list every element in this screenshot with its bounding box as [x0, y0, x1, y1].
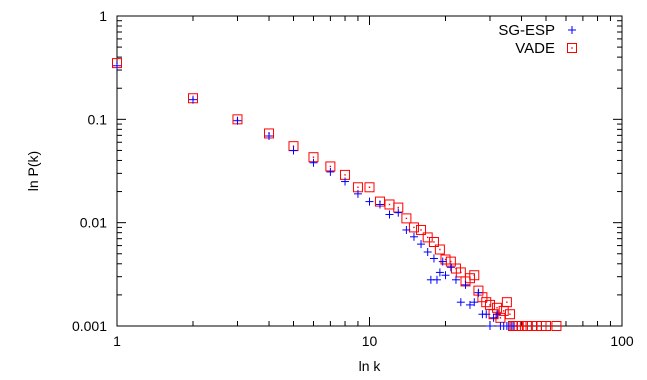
sg-esp-point — [465, 300, 474, 309]
series-layer — [112, 58, 562, 331]
vade-point — [469, 270, 480, 281]
sg-esp-point — [289, 146, 298, 155]
sg-esp-point — [489, 313, 498, 322]
x-tick-label: 100 — [610, 333, 634, 349]
sg-esp-point — [456, 298, 465, 307]
sg-esp-point — [493, 310, 502, 319]
sg-esp-point — [461, 280, 470, 289]
sg-esp-point — [429, 254, 438, 263]
sg-esp-point — [417, 240, 426, 249]
vade-point — [364, 182, 375, 193]
sg-esp-point — [432, 275, 441, 284]
vade-point — [408, 222, 419, 233]
sg-esp-point — [189, 95, 198, 104]
vade-point — [434, 244, 445, 255]
vade-point — [440, 254, 451, 265]
sg-esp-point — [233, 116, 242, 125]
sg-esp-point — [353, 189, 362, 198]
vade-point — [384, 199, 395, 210]
sg-esp-point — [423, 248, 432, 257]
plot-frame — [116, 15, 623, 327]
vade-point — [481, 297, 492, 308]
vade-point — [504, 309, 515, 320]
series-sg-esp — [113, 61, 517, 330]
sg-esp-point — [385, 210, 394, 219]
sg-esp-point — [409, 232, 418, 241]
sg-esp-point — [326, 167, 335, 176]
vade-point — [416, 224, 427, 235]
legend-label-sg-esp: SG-ESP — [498, 22, 555, 39]
x-axis-label: ln k — [359, 358, 382, 374]
sg-esp-point — [402, 225, 411, 234]
sg-esp-point — [485, 322, 494, 330]
sg-esp-point — [365, 197, 374, 206]
vade-point — [516, 321, 527, 331]
y-axis-label: ln P(k) — [25, 151, 41, 191]
sg-esp-point — [508, 322, 517, 330]
sg-esp-point — [113, 61, 121, 70]
y-tick-label: 0.001 — [72, 318, 107, 334]
axis-ticks: 1 10 100 0.001 0.01 0.1 1 — [72, 8, 634, 349]
vade-point — [551, 321, 562, 331]
legend-marker-sg-esp — [568, 26, 576, 34]
x-tick-label: 1 — [113, 333, 121, 349]
vade-point — [401, 213, 412, 224]
sg-esp-point — [438, 257, 447, 266]
y-tick-label: 0.1 — [88, 111, 108, 127]
sg-esp-point — [446, 263, 455, 272]
legend-label-vade: VADE — [515, 40, 555, 57]
sg-esp-point — [482, 310, 491, 319]
y-tick-label: 1 — [99, 8, 107, 24]
sg-esp-point — [435, 268, 444, 277]
sg-esp-point — [265, 131, 274, 140]
legend-marker-vade — [567, 43, 577, 53]
sg-esp-point — [441, 271, 450, 280]
sg-esp-point — [375, 200, 384, 209]
vade-point — [540, 321, 551, 331]
sg-esp-point — [451, 275, 460, 284]
sg-esp-point — [309, 158, 318, 167]
x-tick-label: 10 — [362, 333, 378, 349]
sg-esp-point — [394, 208, 403, 217]
vade-point — [501, 297, 512, 308]
y-tick-label: 0.01 — [80, 215, 107, 231]
sg-esp-point — [474, 288, 483, 297]
series-vade — [112, 58, 562, 331]
sg-esp-point — [470, 298, 479, 307]
sg-esp-point — [341, 177, 350, 186]
vade-point — [428, 236, 439, 247]
